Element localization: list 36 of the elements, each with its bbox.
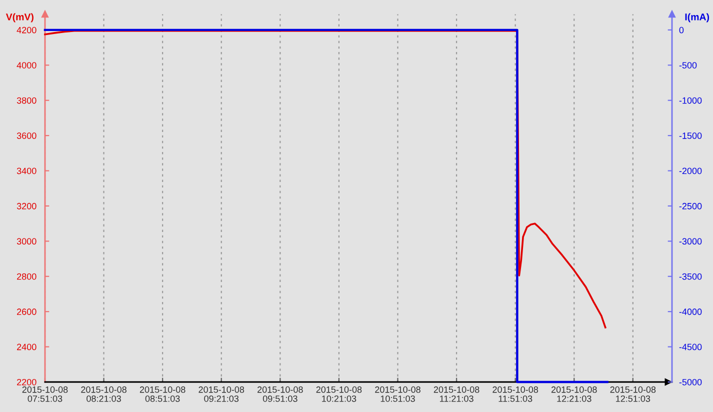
x-tick-label: 2015-10-08 09:51:03 (258, 386, 303, 402)
x-tick-label: 2015-10-08 08:51:03 (140, 386, 186, 402)
y-axis-title: V(mV) (6, 13, 34, 22)
y-tick-label: 3400 (16, 168, 36, 174)
y-tick-label: 3800 (16, 97, 36, 104)
y2-tick-label: -3000 (679, 238, 702, 245)
x-tick-label: 2015-10-08 08:21:03 (81, 386, 126, 402)
y2-tick-label: 0 (679, 26, 684, 34)
y-tick-label: 2400 (17, 344, 36, 350)
y2-tick-label: -1000 (679, 97, 702, 104)
x-tick-label: 2015-10-08 12:21:03 (551, 386, 597, 402)
y2-tick-label: -2000 (679, 168, 702, 174)
y2-tick-label: -5000 (679, 378, 702, 386)
line-series (44, 30, 606, 328)
x-tick-label: 2015-10-08 11:51:03 (492, 386, 538, 402)
y2-axis-title: I(mA) (685, 13, 710, 22)
y-tick-label: 4200 (16, 26, 36, 34)
y2-tick-label: -1500 (679, 132, 702, 139)
x-tick-label: 2015-10-08 10:21:03 (316, 386, 362, 402)
y2-tick-label: -4000 (679, 308, 702, 315)
x-tick-label: 2015-10-08 11:21:03 (434, 386, 480, 402)
y2-tick-label: -2500 (679, 202, 702, 210)
y-tick-label: 3200 (16, 202, 36, 210)
y-tick-label: 2600 (17, 308, 36, 315)
x-tick-label: 2015-10-08 09:21:03 (198, 386, 244, 402)
x-tick-label: 2015-10-08 10:51:03 (375, 386, 420, 402)
y-tick-label: 4000 (16, 62, 36, 68)
x-tick-label: 2015-10-08 12:51:03 (610, 386, 656, 402)
y-tick-label: 2800 (17, 273, 36, 280)
y-tick-label: 3000 (16, 238, 36, 245)
x-tick-label: 2015-10-08 07:51:03 (22, 386, 68, 402)
y2-tick-label: -3500 (679, 273, 702, 280)
y2-tick-label: -4500 (679, 344, 702, 350)
y-tick-label: 3600 (16, 132, 36, 139)
y-tick-label: 2200 (17, 378, 36, 386)
y2-tick-label: -500 (679, 62, 697, 68)
